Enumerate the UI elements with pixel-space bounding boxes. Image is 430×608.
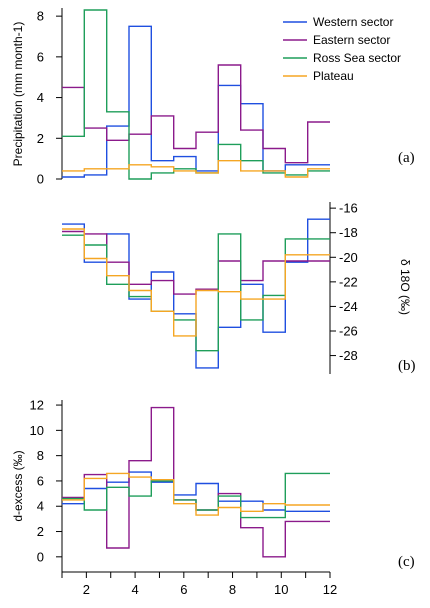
- y-tick-label: 6: [37, 473, 44, 488]
- y-tick-label: 0: [37, 549, 44, 564]
- legend-label-plateau: Plateau: [313, 69, 354, 83]
- panel-a-label: (a): [398, 150, 415, 166]
- y-tick-label: 2: [37, 131, 44, 146]
- y-tick-label: 6: [37, 49, 44, 64]
- y-tick-label: -16: [339, 201, 358, 216]
- series-line-eastern-sector: [62, 64, 330, 164]
- legend-label-eastern: Eastern sector: [313, 33, 390, 47]
- y-tick-label: 8: [37, 9, 44, 24]
- y-tick-label: 2: [37, 524, 44, 539]
- series-line-western-sector: [62, 25, 330, 178]
- y-tick-label: 4: [37, 90, 44, 105]
- panel-b: δ 18O (‰) (b) -16 -18 -20 -22 -24 -26 -28: [62, 201, 416, 374]
- legend: Western sector Eastern sector Ross Sea s…: [283, 15, 401, 83]
- y-tick-label: -20: [339, 250, 358, 265]
- y-tick-label: -26: [339, 324, 358, 339]
- x-tick-label: 4: [131, 582, 138, 597]
- y-tick-label: -22: [339, 274, 358, 289]
- series-line-eastern-sector: [62, 406, 330, 558]
- x-tick-label: 10: [274, 582, 288, 597]
- panel-c-label: (c): [398, 554, 415, 570]
- y-tick-label: -24: [339, 299, 358, 314]
- x-tick-label: 6: [180, 582, 187, 597]
- y-tick-label: 12: [30, 398, 44, 413]
- panel-c: d-excess (‰) (c) 0 2 4 6 8 10 12 2 4 6 8 10 12: [11, 398, 415, 597]
- y-tick-label: -18: [339, 225, 358, 240]
- series-line-ross-sea-sector: [62, 472, 330, 519]
- series-line-plateau: [62, 228, 330, 337]
- series-line-plateau: [62, 160, 330, 178]
- legend-label-ross: Ross Sea sector: [313, 51, 401, 65]
- panel-a: Precipitation (mm month-1) (a) Western s…: [11, 8, 415, 187]
- y-tick-label: 8: [37, 448, 44, 463]
- y-tick-label: 0: [37, 172, 44, 187]
- y-tick-label: 4: [37, 499, 44, 514]
- panel-b-ylabel: δ 18O (‰): [398, 259, 412, 315]
- y-tick-label: -28: [339, 348, 358, 363]
- x-tick-label: 8: [229, 582, 236, 597]
- panel-a-ylabel: Precipitation (mm month-1): [11, 22, 25, 167]
- y-tick-label: 10: [30, 423, 44, 438]
- panel-b-label: (b): [398, 358, 416, 374]
- series-line-plateau: [62, 472, 330, 516]
- legend-label-western: Western sector: [313, 15, 393, 29]
- x-tick-label: 12: [323, 582, 337, 597]
- x-tick-label: 2: [83, 582, 90, 597]
- panel-c-ylabel: d-excess (‰): [11, 450, 25, 521]
- series-line-ross-sea-sector: [62, 9, 330, 180]
